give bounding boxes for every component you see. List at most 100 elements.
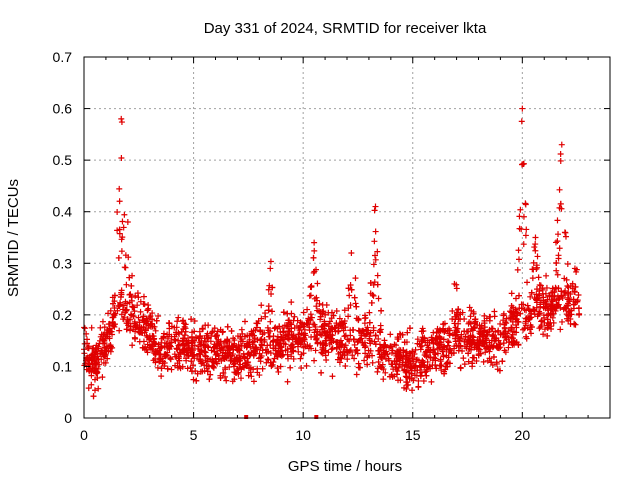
data-point	[557, 151, 564, 158]
data-point	[555, 285, 562, 292]
data-point	[446, 345, 453, 352]
data-point	[454, 325, 461, 332]
data-point	[520, 241, 527, 248]
data-point	[211, 325, 218, 332]
data-point	[196, 350, 203, 357]
data-point	[107, 328, 114, 335]
data-point	[313, 303, 320, 310]
data-point	[213, 332, 220, 339]
data-point	[414, 367, 421, 374]
data-point	[346, 292, 353, 299]
data-point	[313, 266, 320, 273]
data-point	[323, 301, 330, 308]
data-point	[150, 336, 157, 343]
data-point	[367, 329, 374, 336]
data-point	[289, 344, 296, 351]
data-point	[489, 362, 496, 369]
data-point	[347, 327, 354, 334]
data-point	[180, 320, 187, 327]
data-point	[469, 360, 476, 367]
data-point	[362, 350, 369, 357]
data-point	[241, 318, 248, 325]
data-point	[84, 336, 91, 343]
data-point	[205, 334, 212, 341]
data-point	[84, 344, 91, 351]
data-point	[544, 332, 551, 339]
data-point	[119, 234, 126, 241]
data-point	[274, 353, 281, 360]
data-point	[290, 332, 297, 339]
data-point	[517, 206, 524, 213]
data-point	[241, 354, 248, 361]
data-point	[149, 310, 156, 317]
data-point	[575, 291, 582, 298]
data-point	[306, 342, 313, 349]
data-point	[321, 318, 328, 325]
data-point	[481, 328, 488, 335]
data-point	[513, 329, 520, 336]
data-point	[401, 339, 408, 346]
data-point	[532, 241, 539, 248]
data-point	[212, 355, 219, 362]
data-point	[339, 321, 346, 328]
data-point	[167, 356, 174, 363]
data-point	[295, 348, 302, 355]
data-point	[455, 320, 462, 327]
data-point	[312, 326, 319, 333]
data-point	[380, 376, 387, 383]
data-point	[547, 310, 554, 317]
data-point	[275, 368, 282, 375]
data-point	[371, 252, 378, 259]
data-point	[244, 359, 251, 366]
data-point	[164, 335, 171, 342]
data-point	[386, 344, 393, 351]
data-point	[105, 321, 112, 328]
data-point	[118, 291, 125, 298]
data-point	[188, 316, 195, 323]
data-point	[250, 347, 257, 354]
data-point	[118, 248, 125, 255]
data-point	[438, 341, 445, 348]
data-point	[156, 345, 163, 352]
data-point	[403, 379, 410, 386]
data-point	[234, 357, 241, 364]
data-point	[325, 323, 332, 330]
x-tick-label: 20	[515, 427, 531, 443]
data-point	[532, 247, 539, 254]
data-point	[441, 370, 448, 377]
data-point	[269, 308, 276, 315]
data-point	[215, 336, 222, 343]
data-point	[325, 349, 332, 356]
data-point	[358, 335, 365, 342]
data-point	[408, 375, 415, 382]
data-point	[127, 323, 134, 330]
data-point	[463, 345, 470, 352]
data-point	[500, 340, 507, 347]
data-point	[444, 342, 451, 349]
data-point	[137, 308, 144, 315]
data-point	[297, 338, 304, 345]
data-point	[543, 272, 550, 279]
data-point	[433, 329, 440, 336]
data-point	[366, 309, 373, 316]
data-point	[205, 322, 212, 329]
data-point	[393, 342, 399, 349]
data-point	[248, 373, 255, 380]
data-point	[129, 342, 136, 349]
data-point	[436, 362, 443, 369]
data-point	[563, 276, 570, 283]
data-point	[258, 341, 265, 348]
data-point	[99, 374, 106, 381]
data-point	[509, 318, 516, 325]
data-point	[537, 323, 544, 330]
data-point	[288, 353, 295, 360]
data-point	[524, 279, 531, 286]
data-point	[445, 354, 452, 361]
data-point	[348, 249, 355, 256]
data-point	[497, 320, 504, 327]
data-point	[554, 271, 561, 278]
data-point	[544, 316, 551, 323]
data-point	[371, 238, 378, 245]
data-point	[361, 357, 368, 364]
data-point	[204, 335, 211, 342]
